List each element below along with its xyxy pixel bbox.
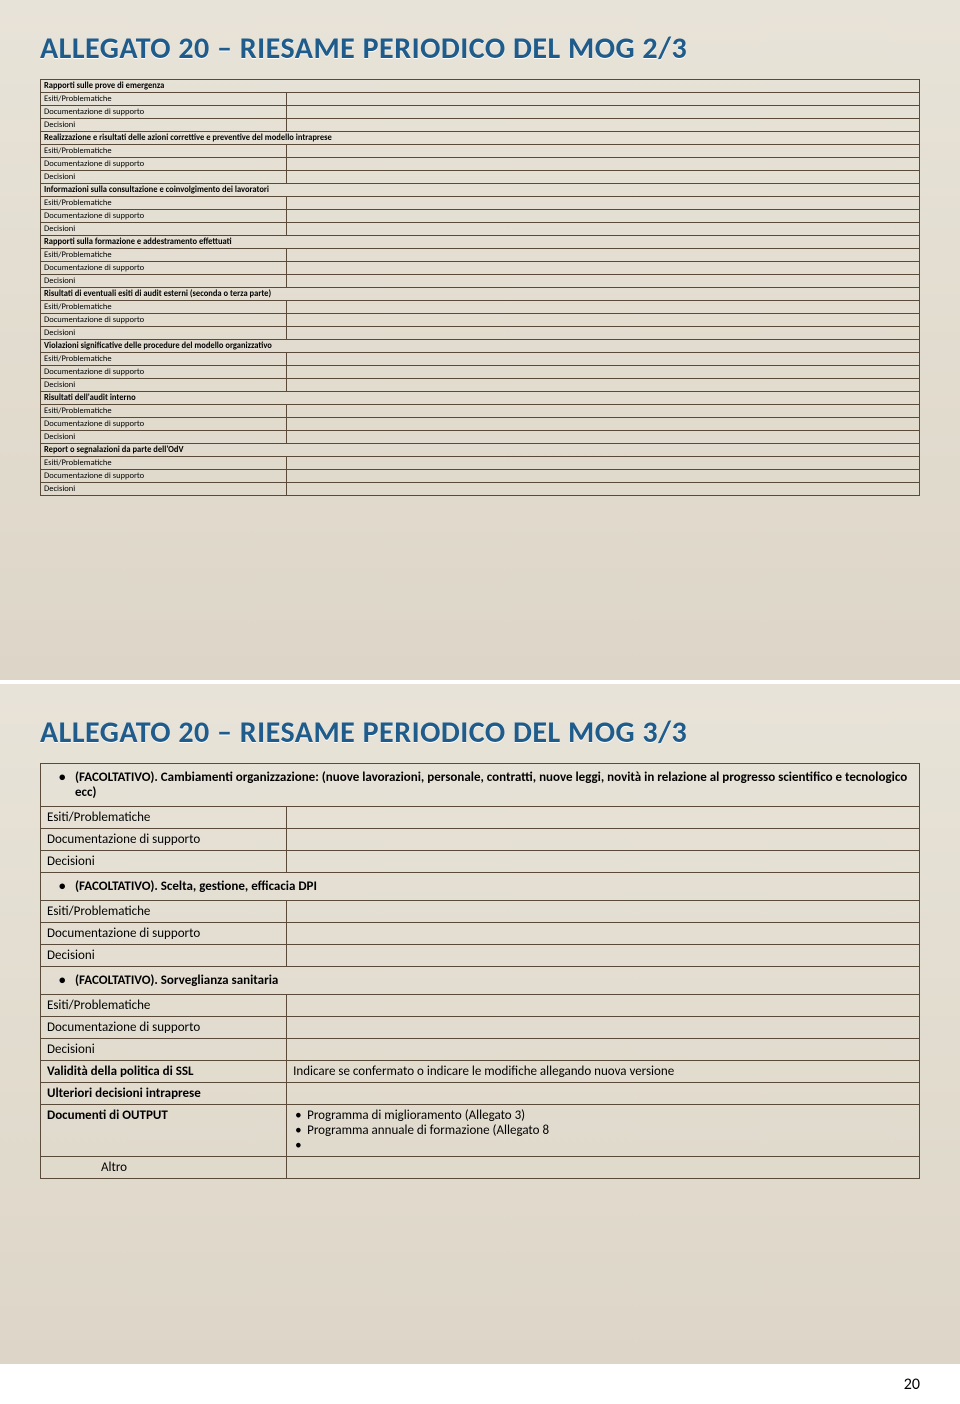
facoltativo-3: (FACOLTATIVO). Sorveglianza sanitaria	[51, 973, 909, 988]
row-label: Decisioni	[41, 379, 287, 392]
row-label: Documentazione di supporto	[41, 314, 287, 327]
row-label: Documentazione di supporto	[41, 366, 287, 379]
section-header: Rapporti sulla formazione e addestrament…	[41, 236, 920, 249]
row-esiti: Esiti/Problematiche	[41, 807, 287, 829]
section-header: Report o segnalazioni da parte dell'OdV	[41, 444, 920, 457]
row-value	[287, 93, 920, 106]
row-label: Decisioni	[41, 483, 287, 496]
row-validita: Validità della politica di SSL	[41, 1061, 287, 1083]
row-label: Documentazione di supporto	[41, 470, 287, 483]
row-label: Documentazione di supporto	[41, 158, 287, 171]
row-value	[287, 145, 920, 158]
row-docout: Documenti di OUTPUT	[41, 1105, 287, 1157]
row-ulteriori: Ulteriori decisioni intraprese	[41, 1083, 287, 1105]
row-altro: Altro	[41, 1157, 287, 1179]
row-value	[287, 431, 920, 444]
row-label: Documentazione di supporto	[41, 418, 287, 431]
row-value	[287, 314, 920, 327]
row-value	[287, 327, 920, 340]
row-dec: Decisioni	[41, 851, 287, 873]
row-label: Esiti/Problematiche	[41, 249, 287, 262]
slide-title-1: ALLEGATO 20 – RIESAME PERIODICO DEL MOG …	[40, 30, 920, 67]
row-label: Esiti/Problematiche	[41, 301, 287, 314]
row-value	[287, 379, 920, 392]
row-value	[287, 405, 920, 418]
slide-2-3: ALLEGATO 20 – RIESAME PERIODICO DEL MOG …	[0, 0, 960, 680]
row-value	[287, 483, 920, 496]
row-label: Decisioni	[41, 431, 287, 444]
row-value	[287, 171, 920, 184]
row-doc: Documentazione di supporto	[41, 829, 287, 851]
row-value	[287, 249, 920, 262]
row-label: Esiti/Problematiche	[41, 353, 287, 366]
row-label: Decisioni	[41, 119, 287, 132]
facoltativo-2: (FACOLTATIVO). Scelta, gestione, efficac…	[51, 879, 909, 894]
section-header: Informazioni sulla consultazione e coinv…	[41, 184, 920, 197]
row-label: Decisioni	[41, 327, 287, 340]
row-label: Esiti/Problematiche	[41, 405, 287, 418]
riesame-table-2: (FACOLTATIVO). Cambiamenti organizzazion…	[40, 763, 920, 1179]
row-dec-2: Decisioni	[41, 945, 287, 967]
row-value	[287, 210, 920, 223]
row-label: Esiti/Problematiche	[41, 197, 287, 210]
row-value	[287, 275, 920, 288]
section-header: Rapporti sulle prove di emergenza	[41, 80, 920, 93]
section-header: Risultati di eventuali esiti di audit es…	[41, 288, 920, 301]
row-value	[287, 301, 920, 314]
page-number: 20	[904, 1375, 920, 1394]
row-esiti-2: Esiti/Problematiche	[41, 901, 287, 923]
row-doc-3: Documentazione di supporto	[41, 1017, 287, 1039]
row-label: Documentazione di supporto	[41, 262, 287, 275]
row-label: Decisioni	[41, 223, 287, 236]
row-esiti-3: Esiti/Problematiche	[41, 995, 287, 1017]
facoltativo-1: (FACOLTATIVO). Cambiamenti organizzazion…	[51, 770, 909, 800]
row-value	[287, 353, 920, 366]
row-value	[287, 197, 920, 210]
row-value	[287, 119, 920, 132]
row-label: Esiti/Problematiche	[41, 457, 287, 470]
row-label: Esiti/Problematiche	[41, 93, 287, 106]
row-label: Decisioni	[41, 275, 287, 288]
row-value	[287, 158, 920, 171]
row-doc-2: Documentazione di supporto	[41, 923, 287, 945]
row-validita-val: Indicare se confermato o indicare le mod…	[287, 1061, 920, 1083]
row-value	[287, 106, 920, 119]
row-value	[287, 262, 920, 275]
row-value	[287, 223, 920, 236]
row-value	[287, 418, 920, 431]
row-label: Documentazione di supporto	[41, 106, 287, 119]
row-value	[287, 470, 920, 483]
slide-3-3: ALLEGATO 20 – RIESAME PERIODICO DEL MOG …	[0, 684, 960, 1364]
row-label: Decisioni	[41, 171, 287, 184]
section-header: Risultati dell'audit interno	[41, 392, 920, 405]
slide-title-2: ALLEGATO 20 – RIESAME PERIODICO DEL MOG …	[40, 714, 920, 751]
row-value	[287, 366, 920, 379]
section-header: Violazioni significative delle procedure…	[41, 340, 920, 353]
row-value	[287, 457, 920, 470]
section-header: Realizzazione e risultati delle azioni c…	[41, 132, 920, 145]
riesame-table-1: Rapporti sulle prove di emergenzaEsiti/P…	[40, 79, 920, 496]
row-label: Documentazione di supporto	[41, 210, 287, 223]
row-docout-val: Programma di miglioramento (Allegato 3) …	[287, 1105, 920, 1157]
row-label: Esiti/Problematiche	[41, 145, 287, 158]
row-dec-3: Decisioni	[41, 1039, 287, 1061]
